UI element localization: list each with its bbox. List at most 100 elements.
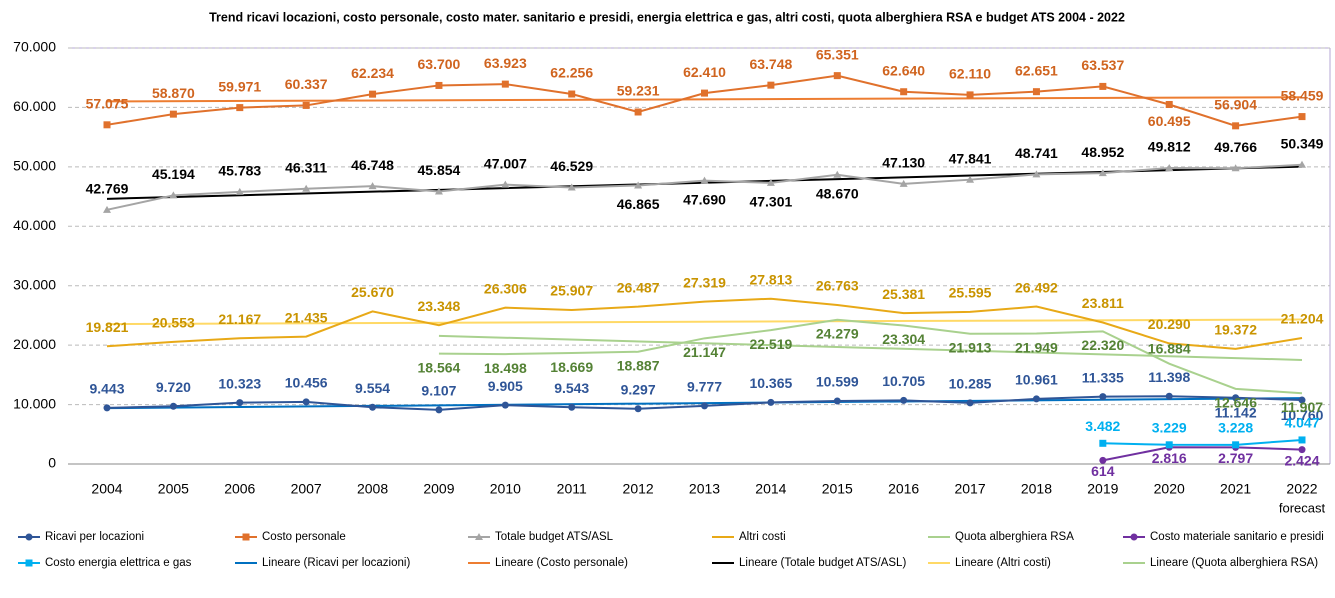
data-label: 26.763 — [816, 278, 859, 294]
point — [1165, 100, 1173, 108]
point — [434, 187, 443, 195]
x-tick-label: 2020 — [1154, 481, 1185, 497]
data-label: 9.554 — [355, 380, 390, 396]
y-tick-label: 0 — [48, 455, 56, 471]
legend-label: Costo personale — [262, 531, 346, 543]
point — [235, 187, 244, 195]
y-tick-label: 50.000 — [13, 158, 56, 174]
point — [634, 405, 642, 413]
data-label: 59.971 — [218, 78, 261, 94]
legend-label: Lineare (Costo personale) — [495, 557, 628, 569]
data-label: 27.813 — [749, 271, 792, 287]
data-label: 45.783 — [218, 163, 261, 179]
data-label: 19.372 — [1214, 322, 1257, 338]
x-tick-label: 2019 — [1087, 481, 1118, 497]
data-label: 23.811 — [1082, 295, 1124, 311]
data-label: 18.887 — [617, 357, 660, 373]
data-label: 18.669 — [550, 359, 593, 375]
legend-marker — [1130, 533, 1138, 541]
legend-label: Costo energia elettrica e gas — [45, 557, 192, 569]
data-label: 2.424 — [1284, 452, 1319, 468]
data-label: 50.349 — [1281, 135, 1324, 151]
x-note: forecast — [1279, 500, 1326, 515]
data-label: 22.519 — [749, 336, 792, 352]
point — [169, 191, 178, 199]
x-tick-label: 2005 — [158, 481, 189, 497]
legend-marker — [475, 533, 483, 540]
point — [1165, 392, 1173, 400]
point — [1032, 170, 1041, 178]
point — [1098, 169, 1107, 177]
data-label: 19.821 — [86, 319, 129, 335]
series-line — [1102, 446, 1303, 462]
point — [1232, 441, 1240, 449]
data-label: 9.905 — [488, 378, 523, 394]
x-tick-label: 2010 — [490, 481, 521, 497]
legend-label: Totale budget ATS/ASL — [495, 531, 614, 543]
data-label: 48.952 — [1081, 144, 1124, 160]
trend-line — [438, 334, 1303, 361]
data-label: 23.304 — [882, 331, 925, 347]
data-label: 49.766 — [1214, 139, 1257, 155]
data-label: 42.769 — [86, 181, 129, 197]
data-label: 4.047 — [1284, 415, 1319, 431]
point — [634, 181, 643, 189]
point — [1298, 160, 1306, 168]
point — [766, 178, 775, 186]
point — [1165, 163, 1174, 171]
data-label: 47.301 — [749, 194, 792, 210]
data-label: 9.107 — [421, 383, 456, 399]
data-label: 26.306 — [484, 280, 527, 296]
x-tick-label: 2008 — [357, 481, 388, 497]
point — [103, 404, 111, 412]
data-label: 10.760 — [1281, 407, 1324, 423]
data-label: 11.398 — [1148, 369, 1190, 385]
point — [767, 398, 775, 406]
data-label: 48.741 — [1015, 145, 1058, 161]
x-tick-label: 2021 — [1220, 481, 1251, 497]
point — [369, 90, 377, 98]
legend-label: Ricavi per locazioni — [45, 531, 144, 543]
y-tick-label: 20.000 — [13, 336, 56, 352]
data-label: 9.720 — [156, 379, 191, 395]
x-tick-label: 2014 — [755, 481, 786, 497]
trend-line — [106, 96, 1303, 103]
data-label: 47.690 — [683, 191, 726, 207]
data-label: 62.256 — [550, 65, 593, 81]
point — [1099, 439, 1107, 447]
data-label: 25.670 — [351, 284, 394, 300]
data-label: 47.130 — [882, 155, 925, 171]
x-tick-label: 2012 — [623, 481, 654, 497]
point — [1298, 436, 1306, 444]
legend-label: Altri costi — [739, 531, 786, 543]
point — [567, 183, 576, 191]
point — [302, 101, 310, 109]
data-label: 20.553 — [152, 315, 195, 331]
data-label: 24.279 — [816, 325, 859, 341]
point — [767, 81, 775, 89]
data-label: 62.410 — [683, 64, 726, 80]
data-label: 3.482 — [1085, 418, 1120, 434]
point — [833, 397, 841, 405]
point — [900, 88, 908, 96]
point — [1099, 82, 1107, 90]
point — [1232, 394, 1240, 402]
data-label: 45.194 — [152, 166, 195, 182]
data-label: 3.229 — [1152, 420, 1187, 436]
x-tick-label: 2015 — [822, 481, 853, 497]
point — [302, 398, 310, 406]
data-label: 10.323 — [218, 375, 261, 391]
trend-line — [106, 318, 1303, 326]
data-label: 10.705 — [882, 373, 925, 389]
x-tick-label: 2017 — [954, 481, 985, 497]
data-label: 62.234 — [351, 65, 394, 81]
legend-marker — [25, 559, 33, 567]
point — [833, 170, 842, 178]
data-label: 9.297 — [621, 381, 656, 397]
y-tick-label: 60.000 — [13, 98, 56, 114]
point — [568, 403, 576, 411]
x-tick-label: 2009 — [423, 481, 454, 497]
data-label: 25.381 — [882, 286, 925, 302]
data-label: 2.797 — [1218, 450, 1253, 466]
data-label: 9.443 — [89, 381, 124, 397]
